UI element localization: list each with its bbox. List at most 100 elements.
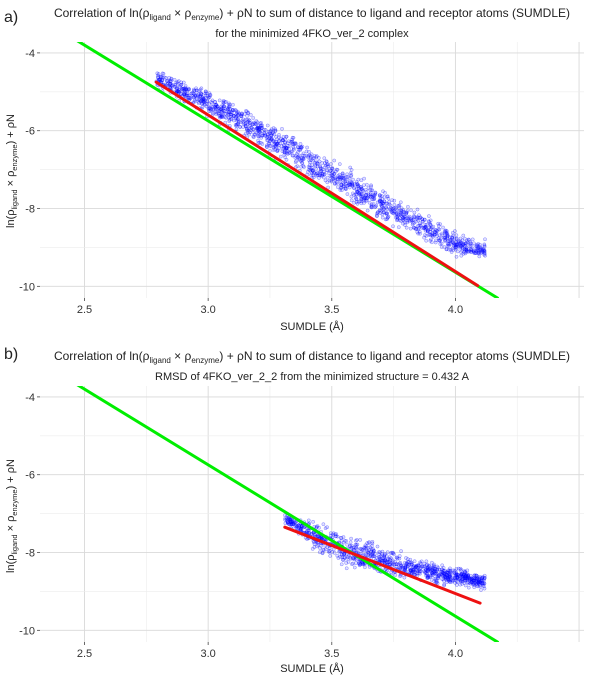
data-point (383, 558, 388, 563)
data-point (275, 137, 279, 142)
panel-a: a) Correlation of ln(ρligand × ρenzyme) … (4, 6, 584, 333)
data-point (325, 162, 329, 167)
data-point (383, 567, 387, 572)
data-point (202, 102, 207, 106)
data-point (363, 198, 368, 203)
data-point (428, 222, 433, 227)
data-point (271, 148, 276, 152)
data-point (372, 554, 377, 559)
data-point (167, 75, 172, 80)
data-point (319, 167, 323, 171)
data-point (319, 543, 323, 548)
data-point (456, 239, 461, 243)
data-point (447, 575, 451, 579)
data-point (273, 144, 278, 149)
data-point (405, 561, 409, 565)
data-point (335, 175, 339, 180)
data-point (418, 216, 423, 220)
data-point (245, 109, 249, 114)
data-point (174, 80, 179, 85)
data-point (417, 568, 421, 573)
data-point (477, 578, 482, 583)
data-point (204, 104, 209, 109)
data-point (239, 120, 243, 125)
data-point (393, 215, 398, 220)
data-point (425, 572, 429, 577)
data-point (348, 165, 353, 170)
data-point (191, 87, 196, 92)
data-point (282, 146, 287, 151)
data-point (289, 139, 293, 144)
y-tick-label: -10 (19, 281, 35, 293)
data-point (202, 97, 207, 102)
data-point (464, 241, 468, 245)
data-point (358, 191, 363, 196)
data-point (385, 560, 390, 565)
data-point (226, 109, 231, 114)
data-point (353, 542, 358, 547)
data-point (420, 220, 425, 224)
data-point (479, 250, 483, 255)
data-point (284, 145, 289, 150)
data-point (453, 577, 458, 582)
data-point (297, 525, 302, 530)
data-point (444, 230, 449, 235)
data-point (197, 89, 201, 93)
data-point (258, 130, 263, 135)
data-point (459, 572, 464, 577)
data-point (455, 575, 459, 579)
data-point (454, 570, 459, 575)
data-point (441, 571, 446, 576)
data-point (458, 578, 463, 583)
data-point (460, 243, 465, 248)
data-point (335, 180, 339, 184)
data-point (310, 158, 315, 163)
data-point (472, 241, 476, 246)
data-point (301, 151, 306, 156)
data-point (360, 548, 365, 553)
data-point (354, 180, 359, 184)
data-point (193, 92, 198, 97)
data-point (446, 570, 451, 575)
data-point (267, 141, 272, 146)
data-point (458, 245, 463, 249)
data-point (227, 101, 231, 106)
data-point (444, 578, 449, 582)
data-point (282, 150, 287, 155)
data-point (446, 234, 450, 238)
data-point (387, 557, 392, 562)
data-point (230, 108, 235, 113)
data-point (325, 525, 329, 530)
data-point (446, 579, 451, 583)
data-point (255, 125, 260, 130)
data-point (452, 568, 457, 573)
data-point (428, 575, 432, 580)
data-point (458, 579, 463, 584)
data-point (294, 523, 298, 528)
data-point (465, 238, 469, 243)
data-point (188, 96, 193, 101)
data-point (310, 156, 315, 161)
data-point (236, 120, 241, 124)
data-point (249, 126, 254, 130)
data-point (339, 552, 344, 557)
data-point (282, 152, 287, 157)
data-point (168, 85, 172, 90)
data-point (460, 248, 465, 253)
data-point (389, 556, 393, 561)
data-point (483, 253, 487, 258)
data-point (378, 199, 383, 203)
data-point (406, 204, 410, 209)
data-point (434, 234, 439, 238)
data-point (196, 101, 201, 106)
data-point (260, 123, 265, 128)
data-point (463, 576, 468, 581)
data-point (430, 233, 435, 238)
data-point (198, 98, 203, 103)
data-point (483, 576, 487, 580)
data-point (477, 250, 481, 254)
data-point (306, 528, 311, 532)
data-point (383, 190, 387, 195)
data-point (268, 129, 273, 134)
data-point (464, 247, 468, 252)
